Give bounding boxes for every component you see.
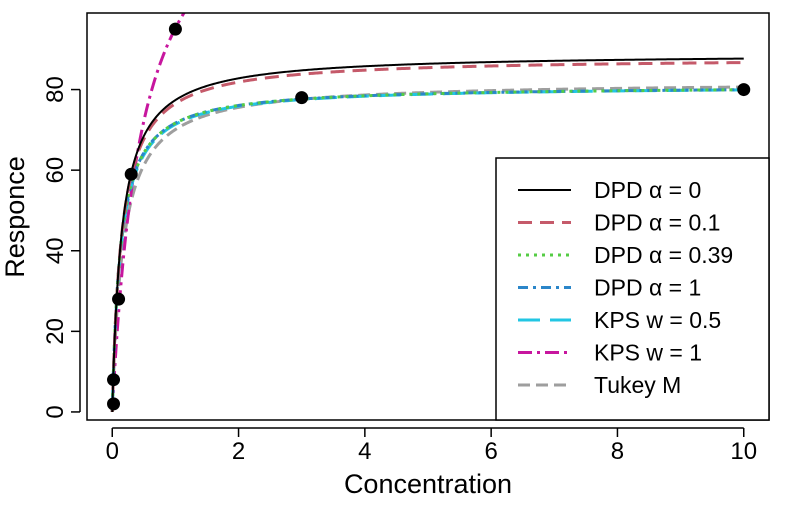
- data-points: [107, 22, 751, 411]
- y-axis-title: Responce: [0, 156, 30, 278]
- x-tick-label: 8: [611, 438, 624, 465]
- data-point: [295, 91, 309, 105]
- legend-label: DPD α = 0.1: [594, 210, 720, 236]
- data-point: [124, 167, 138, 181]
- legend-label: KPS w = 0.5: [594, 307, 721, 333]
- legend: DPD α = 0 DPD α = 0.1 DPD α = 0.39 DPD α = …: [495, 157, 770, 421]
- series-line: [110, 88, 744, 412]
- y-tick-label: 20: [42, 318, 69, 345]
- legend-label: DPD α = 0.39: [594, 242, 733, 268]
- series-curves: [110, 13, 744, 412]
- data-point: [168, 22, 182, 36]
- x-tick-label: 0: [106, 438, 119, 465]
- legend-label: Tukey M: [594, 372, 681, 398]
- x-tick-label: 10: [730, 438, 757, 465]
- legend-label: DPD α = 1: [594, 275, 701, 301]
- series-line: [111, 57, 744, 412]
- data-point: [107, 397, 121, 411]
- data-point: [737, 83, 751, 97]
- x-axis-title: Concentration: [344, 469, 512, 499]
- y-tick-label: 80: [42, 76, 69, 103]
- x-axis: 0 2 4 6 8 10: [106, 427, 757, 465]
- legend-label: KPS w = 1: [594, 340, 702, 366]
- x-tick-label: 2: [232, 438, 245, 465]
- y-tick-label: 60: [42, 157, 69, 184]
- y-tick-label: 0: [42, 405, 69, 418]
- data-point: [112, 292, 126, 306]
- data-point: [107, 373, 121, 387]
- y-axis: 0 20 40 60 80: [42, 76, 81, 419]
- y-tick-label: 40: [42, 237, 69, 264]
- series-line: [110, 13, 186, 412]
- x-tick-label: 6: [484, 438, 497, 465]
- legend-label: DPD α = 0: [594, 177, 701, 203]
- x-tick-label: 4: [358, 438, 371, 465]
